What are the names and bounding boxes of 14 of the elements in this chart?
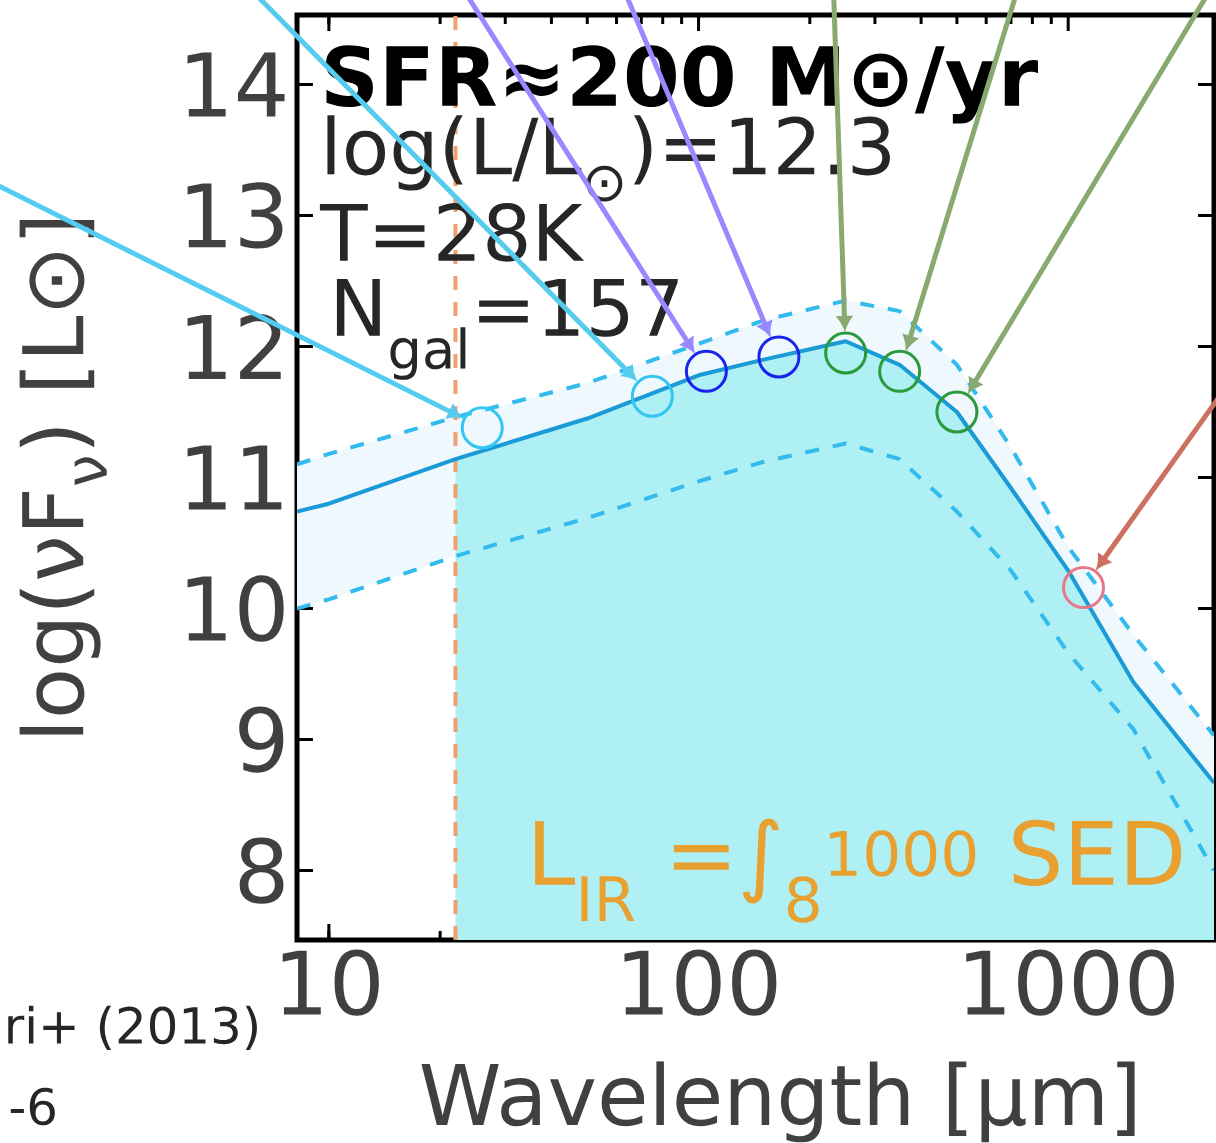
y-tick-label: 10 — [187, 575, 284, 642]
x-tick-label: 100 — [624, 949, 777, 1016]
x-tick-label: 1000 — [966, 949, 1174, 1016]
text: -6 — [10, 1087, 55, 1126]
text: ri+ (2013) — [8, 1005, 257, 1051]
y-tick-label: 11 — [187, 445, 282, 510]
y-tick-label: 9 — [239, 706, 284, 773]
y-tick-label: 14 — [187, 52, 285, 117]
y-axis-title: log(νF$_{ν}$) [L⊙] — [19, 219, 107, 735]
y-tick-label: 13 — [187, 182, 283, 249]
x-tick-label: 10 — [282, 949, 379, 1016]
annotation: L$_{IR}$ =∫$_{8}$$^{1000}$ SED — [535, 818, 1182, 923]
x-axis-title: Wavelength [µm] — [421, 1061, 1135, 1143]
y-tick-label: 8 — [239, 837, 284, 904]
